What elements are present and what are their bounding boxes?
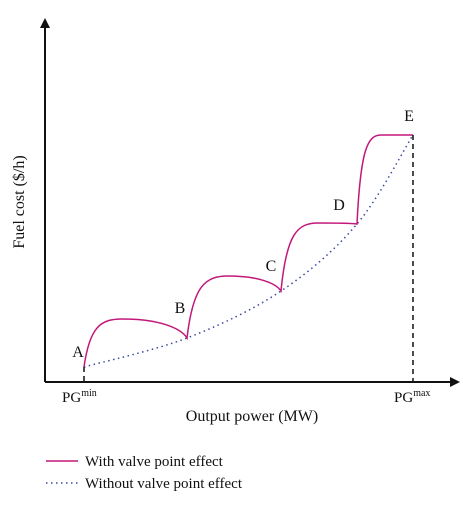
x-tick-pgmax: PGmax — [394, 388, 430, 406]
point-label-c: C — [266, 258, 277, 275]
legend: With valve point effect Without valve po… — [46, 454, 243, 492]
point-label-a: A — [72, 344, 84, 361]
with-valve-point-curve — [83, 134, 413, 368]
legend-label-without: Without valve point effect — [85, 476, 243, 492]
point-label-b: B — [175, 300, 186, 317]
point-label-e: E — [404, 108, 414, 125]
y-axis-label: Fuel cost ($/h) — [11, 155, 28, 248]
x-tick-label: PGmin — [62, 388, 97, 406]
without-valve-point-curve — [83, 134, 414, 368]
x-axis-label: Output power (MW) — [186, 408, 318, 425]
point-label-d: D — [333, 197, 345, 214]
x-tick-label: PGmax — [394, 388, 430, 406]
x-tick-pgmin: PGmin — [62, 388, 97, 406]
legend-label-with: With valve point effect — [85, 454, 224, 470]
